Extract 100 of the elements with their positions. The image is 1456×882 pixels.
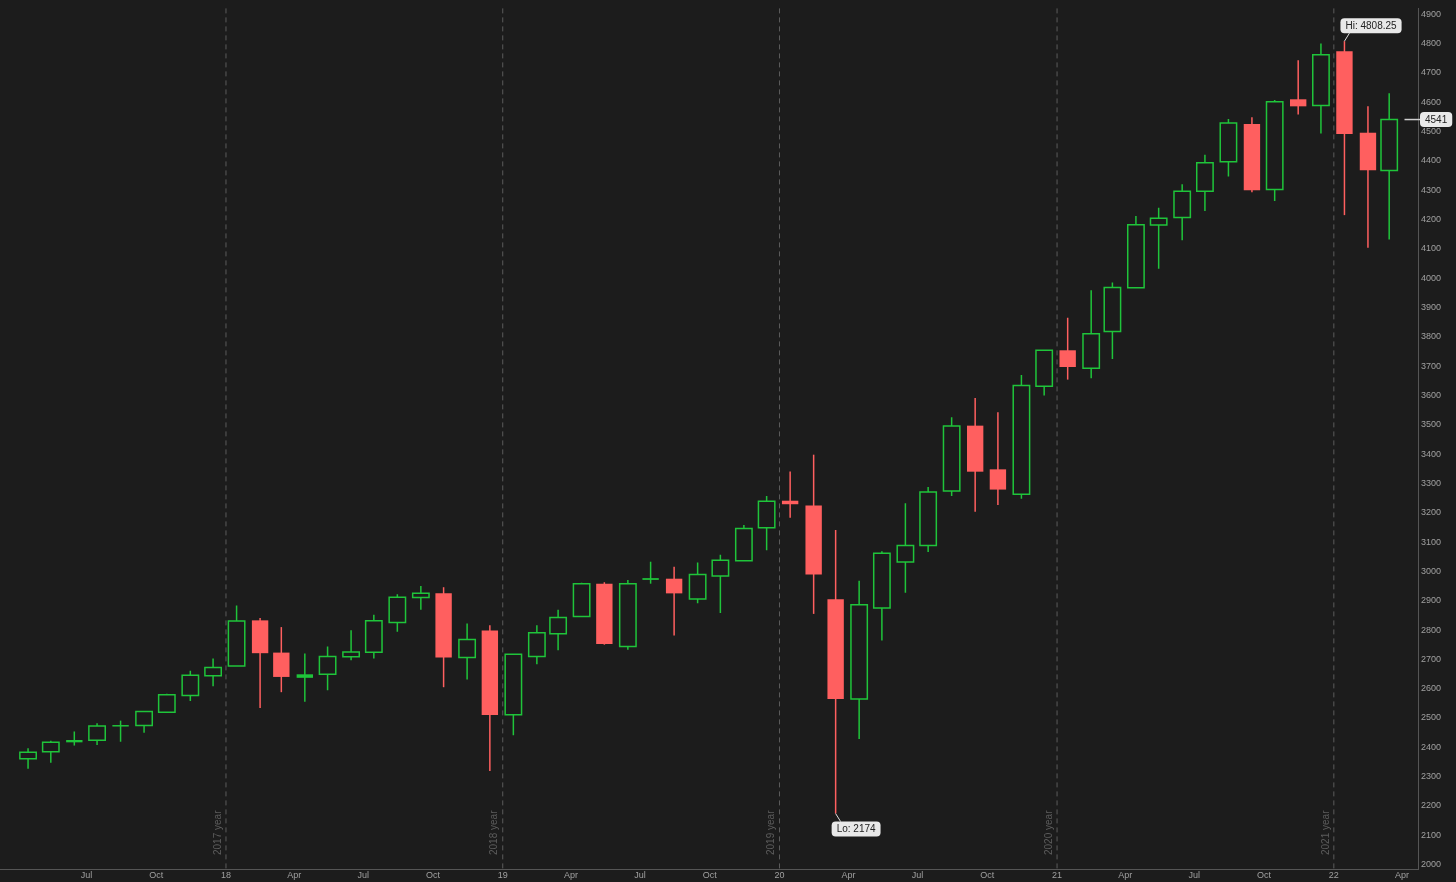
y-tick-label: 4200 — [1421, 214, 1442, 224]
x-tick-label: Jul — [634, 869, 646, 880]
x-tick-label: Oct — [702, 869, 718, 880]
x-tick-label: Oct — [149, 869, 164, 880]
x-tick-label: 22 — [1328, 869, 1339, 880]
y-tick-label: 2800 — [1421, 624, 1442, 635]
candlestick — [504, 652, 523, 737]
ref-line-label: 2018 year — [488, 809, 500, 855]
x-tick-label: Jul — [80, 869, 93, 880]
candlestick — [942, 416, 961, 497]
candlestick — [896, 502, 915, 594]
y-tick-label: 4900 — [1421, 8, 1442, 19]
y-tick-label: 3300 — [1421, 477, 1442, 488]
candlestick — [227, 604, 246, 667]
candlestick — [572, 582, 591, 618]
y-tick-label: 2400 — [1421, 741, 1442, 752]
annotation: Lo: 2174 — [836, 823, 876, 835]
y-tick-label: 2500 — [1421, 712, 1442, 723]
candlestick — [1103, 281, 1122, 360]
candlestick — [1035, 348, 1054, 397]
candlestick — [1380, 92, 1399, 241]
candlestick — [1173, 183, 1192, 242]
x-tick-label: Apr — [1118, 869, 1133, 880]
y-tick-label: 3100 — [1421, 536, 1442, 547]
candlestick — [850, 580, 869, 740]
candlestick — [135, 710, 154, 734]
candlestick — [549, 609, 568, 652]
candlestick — [734, 524, 753, 562]
y-tick-label: 3200 — [1421, 507, 1442, 518]
x-tick-label: 20 — [774, 869, 785, 880]
x-tick-label: 18 — [220, 869, 231, 880]
y-tick-label: 3600 — [1421, 389, 1442, 400]
annotation: 4541 — [1425, 113, 1448, 125]
x-tick-label: Apr — [1395, 869, 1410, 880]
ref-line-label: 2020 year — [1042, 809, 1054, 855]
y-tick-label: 2200 — [1421, 800, 1442, 811]
candlestick — [112, 719, 129, 743]
annotation: Hi: 4808.25 — [1345, 19, 1398, 31]
candlestick — [364, 614, 383, 660]
y-tick-label: 2900 — [1421, 595, 1442, 606]
candlestick — [157, 692, 176, 714]
candlestick — [342, 629, 361, 661]
candlestick — [919, 486, 938, 553]
y-tick-label: 3700 — [1421, 360, 1442, 371]
y-tick-label: 4000 — [1421, 272, 1442, 283]
x-tick-label: Jul — [911, 869, 924, 880]
candlestick — [458, 622, 477, 681]
y-tick-label: 3400 — [1421, 448, 1442, 459]
y-tick-label: 3500 — [1421, 419, 1442, 430]
x-tick-label: Apr — [563, 869, 578, 880]
x-tick-label: Apr — [841, 869, 856, 880]
candlestick — [318, 645, 337, 691]
x-tick-label: Jul — [357, 869, 369, 880]
candlestick — [181, 670, 200, 702]
y-tick-label: 2000 — [1421, 859, 1442, 870]
y-tick-label: 3900 — [1421, 301, 1442, 312]
candlestick — [1312, 42, 1330, 135]
x-tick-label: Oct — [1257, 869, 1272, 880]
y-tick-label: 4500 — [1421, 126, 1442, 137]
candlestick — [1059, 317, 1076, 381]
candlestick — [204, 657, 223, 688]
candlestick — [989, 411, 1007, 506]
candlestick — [88, 722, 106, 746]
y-tick-label: 4700 — [1421, 67, 1442, 78]
ref-line-label: 2017 year — [211, 809, 223, 855]
candlestick — [1012, 374, 1031, 500]
x-tick-label: 21 — [1052, 869, 1063, 880]
candlestick — [688, 561, 707, 605]
candlestick — [41, 740, 60, 764]
y-tick-label: 2100 — [1421, 829, 1442, 840]
x-tick-label: Oct — [425, 869, 441, 880]
candlestick — [296, 652, 314, 703]
y-tick-label: 2700 — [1421, 653, 1442, 664]
x-tick-label: 19 — [497, 869, 508, 880]
candlestick — [1265, 99, 1284, 202]
candlestick — [711, 553, 730, 614]
candlestick — [411, 585, 430, 611]
ref-line-label: 2021 year — [1319, 809, 1331, 855]
candlestick — [872, 550, 891, 642]
candlestick — [1149, 207, 1168, 270]
y-tick-label: 4400 — [1421, 155, 1442, 166]
y-tick-label: 4800 — [1421, 38, 1442, 49]
y-tick-label: 4600 — [1421, 96, 1442, 107]
candlestick — [1126, 215, 1145, 289]
y-tick-label: 4300 — [1421, 184, 1442, 195]
candlestick — [757, 495, 776, 552]
x-tick-label: Apr — [287, 869, 302, 880]
y-tick-label: 3000 — [1421, 565, 1442, 576]
x-tick-label: Oct — [980, 869, 995, 880]
ref-line-label: 2019 year — [765, 809, 777, 855]
y-tick-label: 2300 — [1421, 771, 1442, 782]
candlestick — [527, 624, 546, 666]
candlestick — [1082, 289, 1101, 379]
candlestick — [665, 565, 683, 637]
candlestick — [1195, 153, 1214, 212]
candlestick — [1219, 118, 1238, 178]
y-tick-label: 3800 — [1421, 331, 1442, 342]
x-tick-label: Jul — [1188, 869, 1201, 880]
candlestick — [388, 593, 407, 633]
candlestick — [642, 560, 659, 585]
